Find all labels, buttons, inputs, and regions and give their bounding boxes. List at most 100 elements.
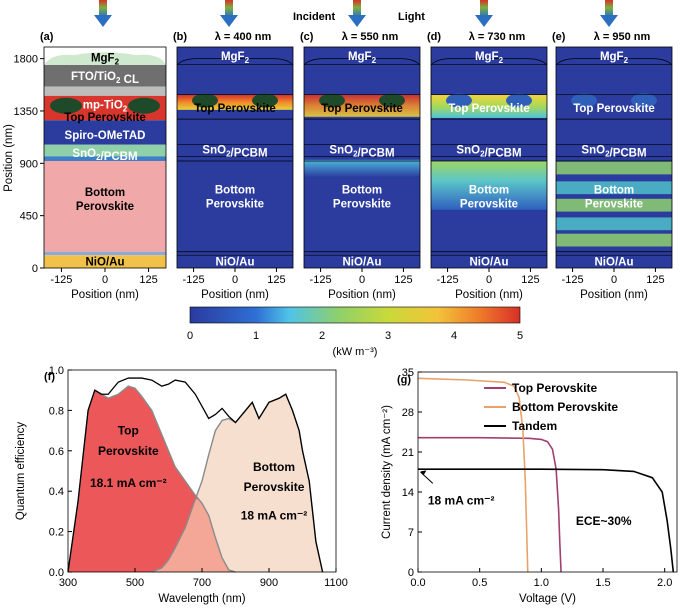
x-tick-label: -125	[437, 274, 459, 286]
field-label-sno2-sub: 2	[353, 149, 358, 158]
x-tick-label: 125	[646, 274, 664, 286]
label-mgf2-sub: 2	[115, 58, 120, 67]
panel-title: λ = 400 nm	[215, 31, 272, 43]
incident-arrow-head	[94, 15, 112, 27]
x-axis-label: Position (nm)	[71, 289, 139, 301]
jv-legend-label: Top Perovskite	[512, 381, 597, 395]
field-fringe	[556, 198, 672, 212]
field-label-bottom: Bottom	[469, 185, 509, 197]
x-axis-label: Position (nm)	[580, 289, 648, 301]
colorbar-tick-label: 4	[451, 330, 457, 342]
label-perovskite: Perovskite	[76, 201, 134, 213]
label-fto-tio2-part: FTO/TiO	[71, 71, 116, 83]
field-particle	[446, 93, 472, 108]
field-label-top: Top Perovskite	[194, 103, 276, 115]
field-label-mgf2: MgF2	[221, 51, 250, 65]
label-fto-tio2-sub: 2	[116, 76, 121, 85]
jv-legend-label: Bottom Perovskite	[512, 400, 618, 414]
qe-y-tick-label: 0.6	[49, 446, 64, 458]
jv-y-tick-label: 35	[402, 367, 414, 379]
field-label-nio-au: NiO/Au	[595, 257, 634, 269]
qe-y-axis-label: Quantum efficiency	[15, 422, 27, 520]
jv-legend-label: Tandem	[512, 419, 557, 433]
colorbar-tick-label: 2	[319, 330, 325, 342]
field-fringe	[556, 217, 672, 231]
field-label-mgf2: MgF2	[348, 51, 377, 65]
jv-series-line	[417, 377, 529, 573]
label-mp-tio2-sub: 2	[123, 105, 128, 114]
field-label-sno2: SnO2/PCBM	[456, 144, 521, 159]
field-label-sno2-part: /PCBM	[231, 147, 268, 159]
layer	[44, 160, 166, 252]
x-tick-label: 125	[267, 274, 285, 286]
qe-x-tick-label: 900	[260, 577, 278, 589]
y-tick-label: 900	[20, 158, 38, 170]
x-tick-label: 0	[611, 274, 617, 286]
label-bottom: Bottom	[85, 187, 125, 199]
field-label-sno2-part: SnO	[202, 144, 226, 156]
field-particle	[631, 93, 657, 108]
qe-annotation: 18 mA cm⁻²	[241, 508, 308, 522]
field-label-sno2-part: SnO	[581, 144, 605, 156]
jv-y-tick-label: 0	[408, 567, 414, 579]
mp-tio2-particle	[128, 97, 160, 114]
qe-y-tick-label: 0.4	[49, 486, 64, 498]
mp-tio2-particle	[50, 97, 82, 114]
colorbar-unit: (kW m⁻³)	[333, 346, 378, 358]
label-sno2-sub: 2	[96, 153, 101, 162]
field-fringe	[556, 233, 672, 247]
jv-x-tick-label: 1.0	[534, 577, 549, 589]
field-label-sno2: SnO2/PCBM	[202, 144, 267, 159]
field-label-top: Top Perovskite	[573, 103, 655, 115]
incident-arrow-icon	[348, 0, 366, 27]
label-mp-tio2-part: mp-TiO	[83, 100, 123, 112]
label-mp-tio2: mp-TiO2	[83, 100, 128, 114]
field-background	[431, 47, 547, 268]
field-label-mgf2-part: MgF	[221, 51, 245, 63]
incident-arrow-head	[475, 15, 493, 27]
field-label-sno2-part: SnO	[456, 144, 480, 156]
field-label-perovskite: Perovskite	[460, 199, 518, 211]
field-particle	[506, 93, 532, 108]
qe-x-axis-label: Wavelength (nm)	[158, 593, 245, 605]
incident-label: Incident	[293, 11, 336, 23]
x-axis-label: Position (nm)	[201, 289, 269, 301]
mgf2-outline	[555, 58, 673, 66]
jv-chart: 0.0 0.5 1.0 1.5 2.0 0 7 14 21 28 35 Voltage (V) Curr…	[381, 367, 678, 605]
field-label-nio-au: NiO/Au	[343, 257, 382, 269]
field-particle	[379, 93, 405, 108]
x-tick-label: -125	[183, 274, 205, 286]
panel-title: λ = 550 nm	[342, 31, 399, 43]
field-label-sno2-part: /PCBM	[358, 147, 395, 159]
field-band	[304, 159, 420, 178]
field-label-sno2: SnO2/PCBM	[581, 144, 646, 159]
incident-arrow-icon	[94, 0, 112, 27]
qe-x-tick-label: 500	[126, 577, 144, 589]
mgf2-bump	[44, 52, 166, 66]
incident-arrow-shaft	[225, 0, 233, 17]
field-label-top: Top Perovskite	[321, 103, 403, 115]
field-background	[556, 47, 672, 268]
field-label-mgf2-sub: 2	[624, 56, 629, 65]
x-tick-label: 0	[232, 274, 238, 286]
incident-arrow-shaft	[480, 0, 488, 17]
x-tick-label: 125	[394, 274, 412, 286]
field-label-sno2-part: /PCBM	[485, 147, 522, 159]
field-label-sno2: SnO2/PCBM	[329, 144, 394, 159]
jv-x-tick-label: 0.0	[410, 577, 425, 589]
y-tick-label: 450	[20, 211, 38, 223]
x-tick-label: 125	[139, 274, 157, 286]
layer	[44, 64, 166, 87]
field-label-bottom: Bottom	[215, 185, 255, 197]
field-label-nio-au: NiO/Au	[470, 257, 509, 269]
field-background	[177, 47, 293, 268]
field-band	[431, 160, 547, 210]
label-nio-au: NiO/Au	[86, 257, 125, 269]
label-sno2-part: /PCBM	[101, 151, 138, 163]
x-tick-label: 0	[359, 274, 365, 286]
jv-series-line	[418, 468, 675, 573]
